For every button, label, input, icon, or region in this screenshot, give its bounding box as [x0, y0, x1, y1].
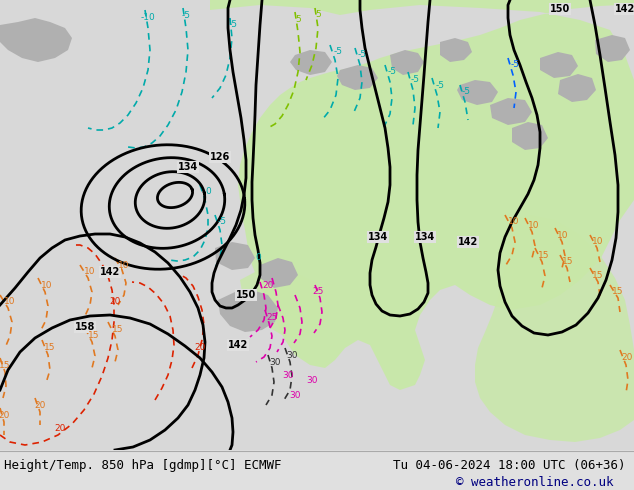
Text: 20: 20 [55, 423, 66, 433]
Text: 30: 30 [286, 350, 298, 360]
Text: 15: 15 [612, 288, 624, 296]
Text: 30: 30 [306, 375, 318, 385]
Text: 142: 142 [228, 340, 248, 350]
Text: 10: 10 [119, 261, 130, 270]
Text: -10: -10 [141, 14, 155, 23]
Text: -5: -5 [410, 74, 420, 83]
Text: 30: 30 [282, 370, 294, 379]
Polygon shape [0, 18, 72, 62]
Text: 15: 15 [44, 343, 56, 351]
Polygon shape [475, 215, 634, 442]
Polygon shape [457, 80, 498, 105]
Text: 10: 10 [41, 280, 53, 290]
Text: 0: 0 [205, 188, 211, 196]
Text: 10: 10 [528, 220, 540, 229]
Text: 20: 20 [109, 297, 120, 307]
Text: 25: 25 [266, 313, 278, 321]
Text: -5: -5 [387, 68, 396, 76]
Polygon shape [240, 268, 330, 338]
Polygon shape [215, 242, 255, 270]
Text: 10: 10 [592, 238, 604, 246]
Polygon shape [440, 38, 472, 62]
Text: 15: 15 [88, 330, 100, 340]
Text: 30: 30 [289, 391, 301, 399]
Text: 150: 150 [550, 4, 570, 14]
Text: 15: 15 [538, 250, 550, 260]
Text: 20: 20 [262, 280, 274, 290]
Text: -5: -5 [462, 88, 470, 97]
Text: 20: 20 [194, 343, 205, 352]
Polygon shape [290, 50, 332, 75]
Text: © weatheronline.co.uk: © weatheronline.co.uk [456, 476, 614, 490]
Polygon shape [337, 65, 378, 90]
Text: 25: 25 [313, 288, 324, 296]
Polygon shape [558, 74, 596, 102]
Polygon shape [490, 98, 532, 125]
Text: 142: 142 [458, 237, 478, 247]
Polygon shape [512, 122, 548, 150]
Text: Height/Temp. 850 hPa [gdmp][°C] ECMWF: Height/Temp. 850 hPa [gdmp][°C] ECMWF [4, 459, 281, 472]
Text: 15: 15 [592, 270, 604, 279]
Text: 10: 10 [508, 218, 520, 226]
Text: Tu 04-06-2024 18:00 UTC (06+36): Tu 04-06-2024 18:00 UTC (06+36) [393, 459, 626, 472]
Polygon shape [595, 35, 630, 62]
Polygon shape [210, 0, 634, 390]
Polygon shape [540, 52, 578, 78]
Text: 20: 20 [0, 411, 10, 419]
Text: -5: -5 [436, 80, 444, 90]
Text: -5: -5 [228, 21, 238, 29]
Text: 126: 126 [210, 152, 230, 162]
Text: -5: -5 [217, 218, 226, 226]
Text: 30: 30 [269, 358, 281, 367]
Text: 150: 150 [236, 290, 256, 300]
Text: -5: -5 [358, 50, 366, 59]
Text: 15: 15 [562, 258, 574, 267]
Text: 142: 142 [615, 4, 634, 14]
Polygon shape [260, 258, 298, 288]
Text: 134: 134 [178, 162, 198, 172]
Text: 5: 5 [295, 16, 301, 24]
Text: 5: 5 [315, 10, 321, 20]
Text: 15: 15 [112, 324, 124, 334]
Text: 10: 10 [4, 297, 16, 307]
Polygon shape [390, 50, 424, 75]
Text: -5: -5 [333, 48, 342, 56]
Text: 15: 15 [0, 361, 11, 369]
Text: 20: 20 [34, 400, 46, 410]
Text: 10: 10 [84, 268, 96, 276]
Text: -5: -5 [181, 11, 190, 21]
Text: 134: 134 [368, 232, 388, 242]
Text: 142: 142 [100, 267, 120, 277]
Polygon shape [218, 290, 278, 332]
Text: 134: 134 [415, 232, 435, 242]
Text: -5: -5 [510, 60, 519, 70]
Text: 158: 158 [75, 322, 95, 332]
Text: 10: 10 [557, 230, 569, 240]
Text: 0: 0 [255, 253, 261, 263]
Text: 20: 20 [621, 352, 633, 362]
